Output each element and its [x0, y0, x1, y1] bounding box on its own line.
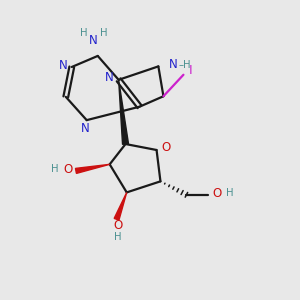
Text: O: O [161, 140, 171, 154]
Text: H: H [100, 28, 107, 38]
Text: H: H [114, 232, 122, 242]
Polygon shape [76, 164, 110, 173]
Text: O: O [63, 163, 72, 176]
Text: N: N [59, 59, 68, 72]
Text: N: N [81, 122, 90, 135]
Text: I: I [189, 64, 193, 77]
Polygon shape [114, 192, 127, 220]
Text: O: O [113, 219, 123, 232]
Polygon shape [118, 80, 128, 144]
Text: H: H [226, 188, 233, 198]
Text: N: N [169, 58, 178, 71]
Text: –H: –H [178, 60, 191, 70]
Text: H: H [80, 28, 87, 38]
Text: H: H [51, 164, 58, 174]
Text: O: O [213, 187, 222, 200]
Text: N: N [89, 34, 98, 47]
Text: N: N [105, 71, 114, 84]
